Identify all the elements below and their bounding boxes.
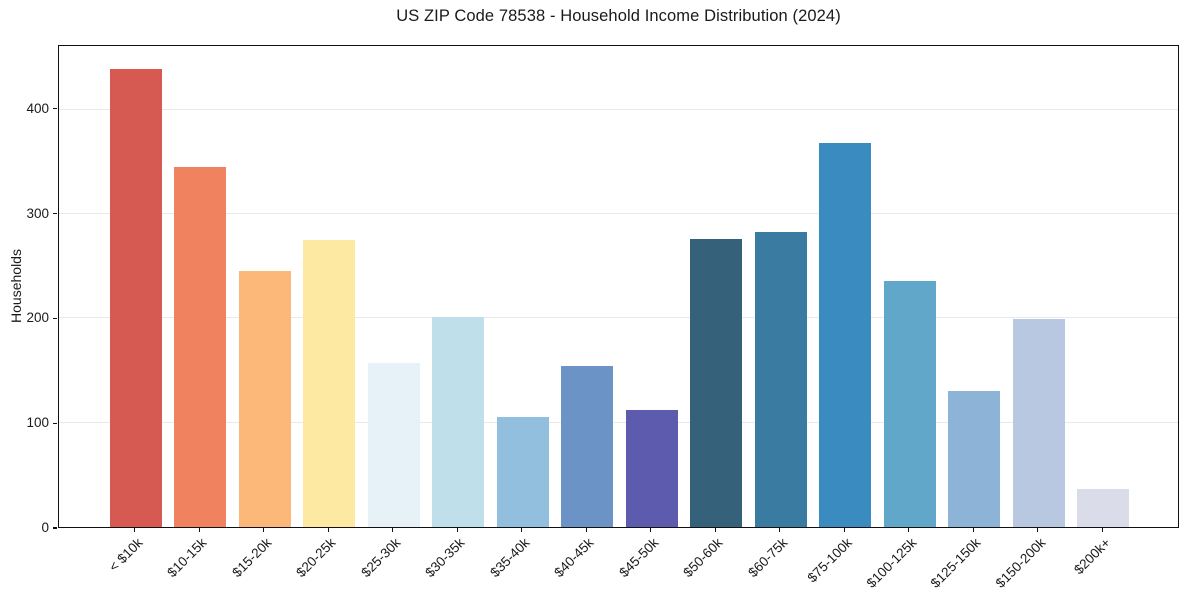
xtick-label-$200k+: $200k+ bbox=[1070, 535, 1113, 578]
bar-$150-200k bbox=[1012, 319, 1065, 527]
gridline-y-200 bbox=[59, 317, 1178, 319]
xtick-label-$100-125k: $100-125k bbox=[863, 535, 920, 590]
ytick-mark-0 bbox=[53, 527, 57, 529]
xtick-mark-$20-25k bbox=[327, 528, 329, 532]
ytick-mark-100 bbox=[53, 422, 57, 424]
bar-$200k+ bbox=[1077, 489, 1130, 527]
xtick-label-$60-75k: $60-75k bbox=[745, 535, 791, 581]
xtick-label-$30-35k: $30-35k bbox=[422, 535, 468, 581]
xtick-label-$10-15k: $10-15k bbox=[164, 535, 210, 581]
bar-$25-30k bbox=[367, 363, 420, 527]
xtick-label-$150-200k: $150-200k bbox=[992, 535, 1049, 590]
ytick-label-300: 300 bbox=[26, 205, 49, 221]
xtick-mark-$30-35k bbox=[456, 528, 458, 532]
ytick-mark-300 bbox=[53, 213, 57, 215]
ytick-label-0: 0 bbox=[41, 520, 49, 535]
bar-$20-25k bbox=[303, 240, 356, 527]
xtick-label-$50-60k: $50-60k bbox=[680, 535, 726, 581]
ytick-mark-200 bbox=[53, 317, 57, 320]
xtick-mark-$100-125k bbox=[908, 528, 910, 532]
bar-$75-100k bbox=[819, 143, 872, 527]
bar-$125-150k bbox=[948, 391, 1001, 527]
bar-$50-60k bbox=[690, 239, 743, 527]
ytick-mark-400 bbox=[53, 108, 57, 110]
bar-$40-45k bbox=[561, 366, 614, 527]
xtick-mark-$200k+ bbox=[1101, 528, 1103, 532]
bar-$45-50k bbox=[625, 410, 678, 527]
bar-< $10k bbox=[109, 68, 162, 527]
xtick-mark-< $10k bbox=[134, 528, 136, 532]
xtick-label-$20-25k: $20-25k bbox=[293, 535, 339, 581]
xtick-mark-$60-75k bbox=[779, 528, 781, 532]
ytick-label-400: 400 bbox=[26, 100, 49, 116]
xtick-mark-$35-40k bbox=[521, 528, 523, 532]
xtick-label-$35-40k: $35-40k bbox=[487, 535, 533, 581]
xtick-label-$75-100k: $75-100k bbox=[804, 535, 855, 586]
bar-$10-15k bbox=[174, 167, 227, 527]
xtick-mark-$10-15k bbox=[198, 528, 200, 532]
bar-$35-40k bbox=[496, 417, 549, 527]
xtick-label-$40-45k: $40-45k bbox=[551, 535, 597, 581]
xtick-mark-$15-20k bbox=[263, 528, 265, 532]
chart-title: US ZIP Code 78538 - Household Income Dis… bbox=[396, 7, 841, 25]
xtick-label-$15-20k: $15-20k bbox=[229, 535, 275, 581]
xtick-mark-$40-45k bbox=[585, 528, 587, 532]
xtick-mark-$75-100k bbox=[843, 528, 845, 532]
gridline-y-400 bbox=[59, 108, 1178, 110]
xtick-label-$25-30k: $25-30k bbox=[358, 535, 404, 581]
xtick-mark-$25-30k bbox=[392, 528, 394, 532]
plot-area bbox=[58, 45, 1179, 528]
xtick-label-< $10k: < $10k bbox=[105, 535, 146, 575]
bar-$60-75k bbox=[754, 231, 807, 527]
xtick-label-$125-150k: $125-150k bbox=[928, 535, 984, 590]
gridline-y-100 bbox=[59, 421, 1178, 423]
xtick-mark-$50-60k bbox=[714, 528, 716, 532]
xtick-mark-$45-50k bbox=[650, 528, 652, 532]
gridline-y-300 bbox=[59, 213, 1178, 214]
xtick-mark-$125-150k bbox=[972, 528, 974, 532]
xtick-label-$45-50k: $45-50k bbox=[616, 535, 662, 581]
bar-$15-20k bbox=[238, 271, 291, 527]
bar-$100-125k bbox=[883, 280, 936, 527]
ytick-label-100: 100 bbox=[26, 415, 49, 431]
bar-$30-35k bbox=[432, 317, 485, 527]
ytick-label-200: 200 bbox=[26, 310, 49, 326]
xtick-mark-$150-200k bbox=[1037, 528, 1039, 532]
